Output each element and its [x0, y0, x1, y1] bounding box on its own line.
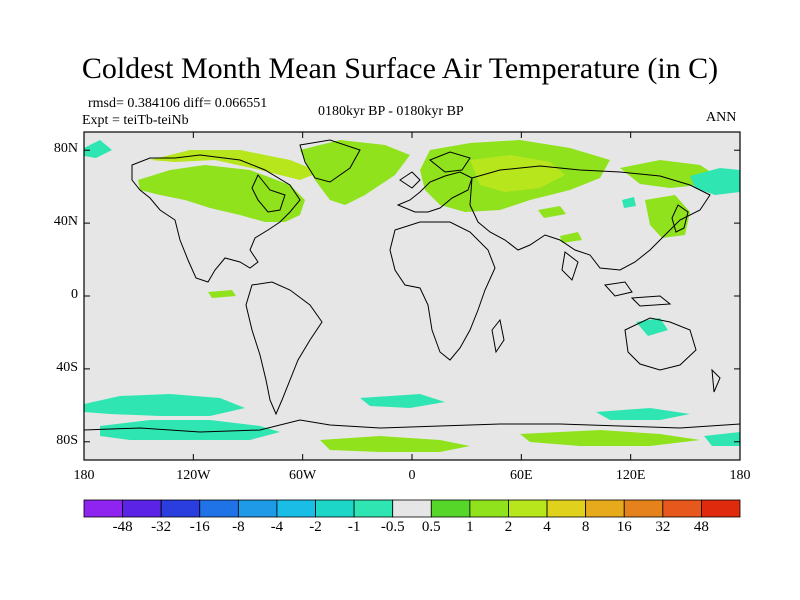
experiment-text: Expt = teiTb-teiNb [82, 113, 189, 128]
colorbar-box [623, 499, 664, 518]
anomaly-warm-siberia [470, 155, 565, 192]
anomaly-cool-southern-ocean-4 [596, 408, 690, 420]
map-ticks [83, 132, 741, 460]
colorbar-box [160, 499, 201, 518]
coastlines [83, 139, 741, 433]
anomaly-cool-ross [704, 432, 740, 446]
colorbar-box [508, 499, 548, 518]
season-text: ANN [706, 110, 737, 125]
anomaly-warm-small-1 [208, 290, 236, 298]
colorbar-box [83, 499, 123, 518]
colorbar-label: 4 [543, 519, 551, 535]
lon-tick-label: 120W [176, 468, 211, 483]
colorbar-box [122, 499, 162, 518]
colorbar-label: 16 [616, 519, 632, 535]
lat-tick-label: 80N [53, 141, 78, 157]
anomaly-warm-small-3 [560, 232, 582, 243]
lon-tick-label: 120E [615, 468, 646, 483]
period-text: 0180kyr BP - 0180kyr BP [318, 104, 464, 119]
colorbar-box [199, 499, 239, 518]
anomaly-warm-south [520, 430, 700, 446]
lat-tick-label: 40N [53, 214, 78, 230]
anomaly-cool-arctic-canada [84, 140, 112, 158]
colorbar-box [662, 499, 702, 518]
colorbar-box [353, 499, 394, 518]
lat-tick-label: 0 [71, 287, 78, 302]
lon-tick-label: 60E [510, 468, 533, 483]
colorbar-box [469, 499, 509, 518]
colorbar-label: 0.5 [421, 519, 441, 535]
colorbar-label: 32 [655, 519, 671, 535]
lon-tick-label: 180 [73, 468, 95, 483]
colorbar-label: -4 [270, 519, 284, 535]
colorbar-label: -8 [232, 519, 245, 535]
anomaly-warm-north-america [138, 165, 305, 222]
colorbar-label: -32 [151, 519, 172, 535]
colorbar-label: 2 [504, 519, 513, 535]
anomaly-cool-australia [636, 318, 668, 336]
anomaly-warm-antarctic [320, 436, 470, 452]
anomaly-warm-north-atlantic [300, 140, 410, 205]
colorbar-label: 1 [466, 519, 474, 535]
colorbar-label: -1 [347, 519, 361, 535]
colorbar-label: -0.5 [380, 519, 405, 535]
colorbar-box [585, 499, 625, 518]
anomaly-warm-alaska [150, 150, 320, 180]
lon-tick-label: 0 [408, 468, 416, 483]
colorbar-box [237, 499, 278, 518]
anomaly-cool-southern-ocean-2 [100, 420, 280, 440]
lat-tick-label: 80S [56, 432, 78, 448]
anomaly-cool-southern-ocean-1 [84, 394, 245, 416]
anomaly-fields [84, 140, 740, 452]
anomaly-warm-small-2 [538, 206, 566, 218]
colorbar-label: 48 [693, 519, 709, 535]
colorbar-box [392, 499, 432, 518]
stats-text: rmsd= 0.384106 diff= 0.066551 [88, 96, 268, 111]
colorbar-box [546, 499, 587, 518]
colorbar-label: 8 [581, 519, 590, 535]
map-title: Coldest Month Mean Surface Air Temperatu… [81, 52, 719, 85]
anomaly-cool-small-1 [622, 197, 636, 208]
lat-tick-label: 40S [56, 359, 78, 375]
lon-tick-label: 180 [729, 468, 751, 483]
colorbar-box [701, 499, 741, 518]
colorbar-box [276, 499, 316, 518]
anomaly-cool-southern-ocean-3 [360, 394, 445, 408]
colorbar-box [315, 499, 355, 518]
colorbar-label: -2 [309, 519, 322, 535]
colorbar-box [430, 499, 471, 518]
colorbar-label: -48 [112, 519, 133, 535]
lon-tick-label: 60W [289, 468, 317, 483]
colorbar-label: -16 [189, 519, 210, 535]
colorbar [83, 499, 741, 518]
anomaly-cool-siberia-east [690, 168, 740, 195]
